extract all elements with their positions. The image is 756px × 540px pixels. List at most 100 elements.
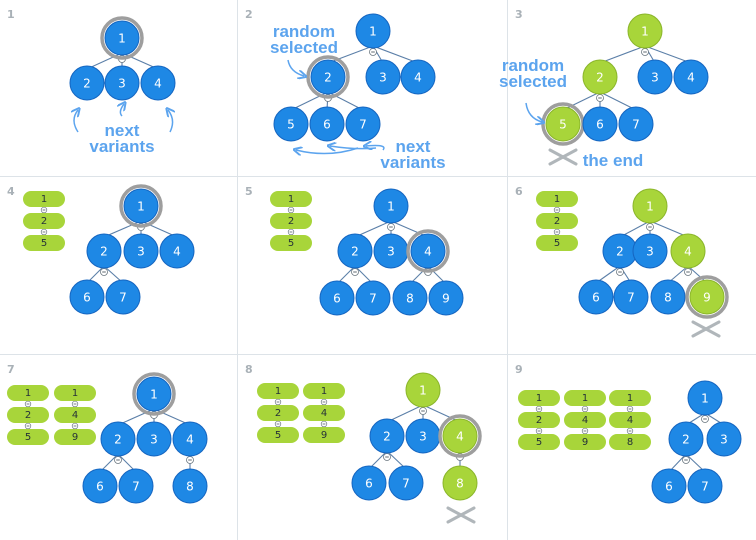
callout-text: random: [273, 22, 335, 41]
tree-node: [428, 280, 464, 316]
selection-ring: [685, 275, 729, 319]
tree-node-label: 4: [684, 245, 692, 259]
panel-number: 4: [7, 185, 15, 198]
path-pill: [536, 213, 578, 229]
path-stack: 1 2 5: [23, 191, 65, 251]
tree-node-label: 2: [616, 245, 624, 259]
selection-ring: [119, 184, 163, 228]
path-pill-label: 1: [536, 393, 542, 404]
tree-node: [632, 233, 668, 269]
tree-node: [706, 421, 742, 457]
path-pill-label: 1: [72, 388, 78, 399]
path-pill: [257, 405, 299, 421]
tree-node: [670, 233, 706, 269]
dead-end-cross-icon: [548, 148, 578, 166]
path-pill: [303, 383, 345, 399]
tree-node-label: 1: [118, 32, 126, 46]
tree-node: [687, 468, 723, 504]
tree-node: [651, 468, 687, 504]
path-pill-label: 2: [288, 216, 294, 227]
path-pill: [564, 412, 606, 428]
tree-node-label: 4: [173, 245, 181, 259]
tree-node-label: 8: [186, 480, 194, 494]
path-pill-label: 1: [627, 393, 633, 404]
path-pill-label: 1: [41, 194, 47, 205]
panel-number: 3: [515, 8, 523, 21]
tree-node: [319, 280, 355, 316]
tree-node-label: 1: [137, 200, 145, 214]
tree-node: [578, 279, 614, 315]
callout-text: next: [396, 137, 431, 156]
tree-node-label: 4: [186, 433, 194, 447]
path-pill-label: 5: [288, 238, 294, 249]
dead-end-cross-icon: [691, 320, 721, 338]
panel-number: 7: [7, 363, 15, 376]
tree-node-label: 5: [287, 118, 295, 132]
tree-node-label: 1: [150, 388, 158, 402]
callout-end: the end: [583, 151, 643, 170]
callout-arrow: [74, 110, 78, 133]
tree-node-label: 8: [456, 477, 464, 491]
path-pill: [518, 412, 560, 428]
tree-node: [668, 421, 704, 457]
tree-node-label: 3: [646, 245, 654, 259]
tree-node: [632, 188, 668, 224]
callout-text: selected: [270, 38, 338, 57]
callout-text: variants: [380, 153, 445, 172]
path-stack: 1 2 5: [536, 191, 578, 251]
tree-edge: [649, 220, 689, 238]
path-pill: [270, 191, 312, 207]
path-pill-label: 4: [321, 408, 327, 419]
tree-edge: [386, 404, 424, 423]
tree-node-label: 1: [419, 384, 427, 398]
path-pill: [518, 434, 560, 450]
callout-text: variants: [89, 137, 154, 156]
panel-5: 5 1 2 3 4 6 7 8 9 1 2 5: [245, 185, 464, 316]
selection-ring: [406, 229, 450, 273]
path-pill-label: 9: [72, 432, 78, 443]
tree-node-label: 7: [369, 292, 377, 306]
tree-node-label: 3: [720, 433, 728, 447]
path-stack: 1 2 5: [257, 383, 299, 443]
path-pill: [23, 191, 65, 207]
callout-arrow: [287, 59, 304, 76]
path-stack: 1 2 5: [7, 385, 49, 445]
tree-node: [118, 468, 154, 504]
path-pill: [564, 390, 606, 406]
tree-node: [140, 65, 176, 101]
tree-edge: [372, 45, 419, 64]
callout-text: the end: [583, 151, 643, 170]
tree-node-label: 6: [83, 291, 91, 305]
path-pill-label: 5: [536, 437, 542, 448]
path-stack: 1 4 9: [54, 385, 96, 445]
path-pill: [270, 235, 312, 251]
path-stack: 1 2 5: [518, 390, 560, 450]
panel-8: 8 1 2 3 4 6 7 8 1 2 5 1 4 9: [245, 363, 482, 524]
tree-node-label: 4: [424, 245, 432, 259]
tree-node: [69, 65, 105, 101]
tree-node: [673, 59, 709, 95]
path-pill-label: 4: [582, 415, 588, 426]
tree-node-label: 1: [387, 200, 395, 214]
tree-node-label: 2: [682, 433, 690, 447]
path-pill-label: 5: [25, 432, 31, 443]
tree-node-label: 7: [701, 480, 709, 494]
path-pill: [518, 390, 560, 406]
tree-node-label: 4: [414, 71, 422, 85]
panel-number: 8: [245, 363, 253, 376]
dead-end-cross-icon: [446, 506, 476, 524]
path-stack: 1 4 9: [564, 390, 606, 450]
tree-node-label: 4: [687, 71, 695, 85]
path-pill-label: 2: [275, 408, 281, 419]
path-pill-label: 2: [554, 216, 560, 227]
tree-node: [351, 465, 387, 501]
path-pill-label: 1: [554, 194, 560, 205]
panel-number: 9: [515, 363, 523, 376]
tree-node-label: 2: [596, 71, 604, 85]
